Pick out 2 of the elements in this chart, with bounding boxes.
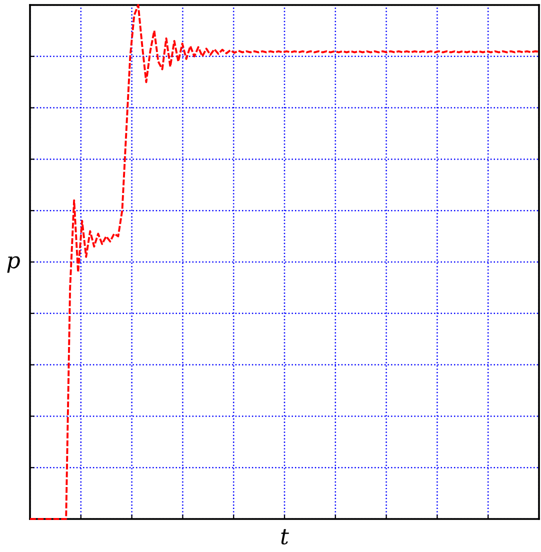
y-axis-title: p [7, 256, 20, 273]
x-axis-title: t [281, 529, 289, 545]
